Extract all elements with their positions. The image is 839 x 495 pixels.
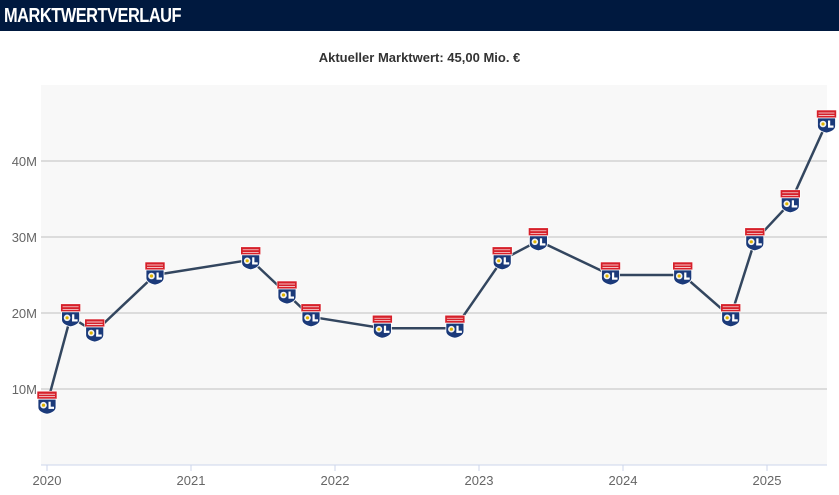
y-tick-label: 30M bbox=[12, 230, 37, 245]
club-crest-icon[interactable] bbox=[276, 280, 298, 305]
plot-background bbox=[41, 85, 827, 465]
header-bar: MARKTWERTVERLAUF bbox=[0, 0, 839, 31]
club-crest-icon[interactable] bbox=[491, 246, 513, 271]
club-crest-icon[interactable] bbox=[60, 303, 81, 328]
x-tick-label: 2020 bbox=[33, 473, 62, 488]
club-crest-icon[interactable] bbox=[372, 314, 393, 339]
club-crest-icon[interactable] bbox=[444, 314, 466, 339]
club-crest-icon[interactable] bbox=[84, 318, 105, 343]
club-crest-icon[interactable] bbox=[744, 227, 766, 252]
x-tick-label: 2023 bbox=[465, 473, 494, 488]
club-crest-icon[interactable] bbox=[779, 189, 801, 214]
y-tick-label: 10M bbox=[12, 382, 37, 397]
y-tick-label: 40M bbox=[12, 154, 37, 169]
club-crest-icon[interactable] bbox=[528, 227, 549, 252]
section-title: MARKTWERTVERLAUF bbox=[4, 5, 182, 27]
y-tick-label: 20M bbox=[12, 306, 37, 321]
market-value-chart: 10M 20M 30M 40M 2020 2021 2022 2023 2024 2025 bbox=[12, 85, 837, 488]
x-tick-label: 2022 bbox=[321, 473, 350, 488]
x-tick-label: 2021 bbox=[177, 473, 206, 488]
club-crest-icon[interactable] bbox=[144, 261, 166, 286]
x-tick-label: 2024 bbox=[609, 473, 638, 488]
club-crest-icon[interactable] bbox=[600, 261, 621, 286]
current-market-value: Aktueller Marktwert: 45,00 Mio. € bbox=[318, 50, 521, 65]
club-crest-icon[interactable] bbox=[36, 390, 58, 415]
club-crest-icon[interactable] bbox=[672, 261, 694, 286]
club-crest-icon[interactable] bbox=[300, 303, 322, 328]
club-crest-icon[interactable] bbox=[816, 109, 837, 134]
x-tick-label: 2025 bbox=[753, 473, 782, 488]
club-crest-icon[interactable] bbox=[720, 303, 742, 328]
club-crest-icon[interactable] bbox=[240, 246, 261, 271]
